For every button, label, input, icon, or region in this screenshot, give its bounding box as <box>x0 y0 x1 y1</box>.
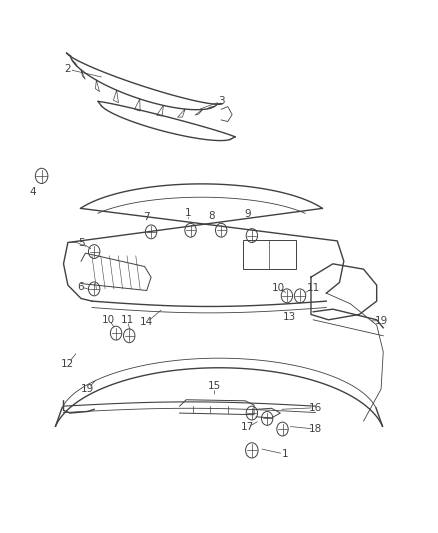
Text: 12: 12 <box>61 359 74 368</box>
Text: 5: 5 <box>78 238 85 247</box>
Text: 6: 6 <box>77 282 84 292</box>
Text: 1: 1 <box>281 449 288 459</box>
Bar <box>243 240 296 269</box>
Text: 9: 9 <box>244 209 251 219</box>
Text: 18: 18 <box>309 424 322 434</box>
Text: 8: 8 <box>208 211 215 221</box>
Text: 3: 3 <box>218 96 225 106</box>
Text: 2: 2 <box>64 64 71 74</box>
Text: 16: 16 <box>309 403 322 413</box>
Text: 11: 11 <box>120 315 134 325</box>
Text: 15: 15 <box>208 382 221 391</box>
Text: 11: 11 <box>307 283 320 293</box>
Text: 10: 10 <box>102 315 115 325</box>
Text: 7: 7 <box>143 213 150 222</box>
Text: 13: 13 <box>283 312 296 322</box>
Text: 10: 10 <box>272 283 285 293</box>
Text: 14: 14 <box>140 318 153 327</box>
Text: 19: 19 <box>81 384 94 394</box>
Text: 17: 17 <box>241 423 254 432</box>
Text: 4: 4 <box>29 187 36 197</box>
Text: 1: 1 <box>185 208 192 218</box>
Text: 19: 19 <box>374 316 388 326</box>
